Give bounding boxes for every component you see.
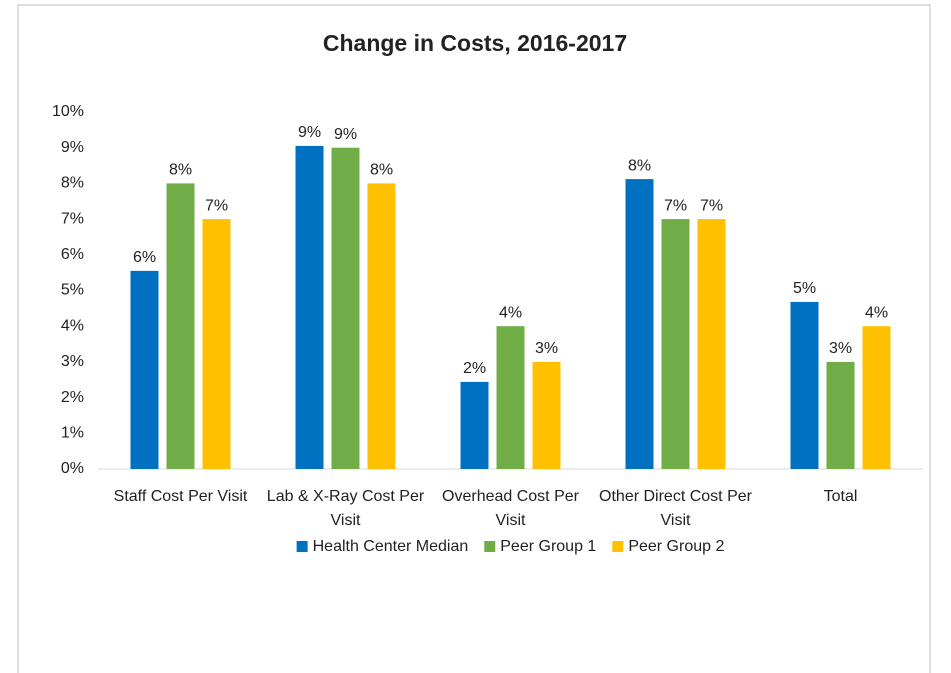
x-tick-label: Overhead Cost Per Visit [442, 488, 580, 529]
x-tick-label: Total [824, 488, 858, 505]
chart-title: Change in Costs, 2016-2017 [323, 30, 627, 56]
x-tick-label: Lab & X-Ray Cost Per Visit [267, 488, 425, 529]
value-label: 8% [370, 162, 393, 179]
legend-label: Peer Group 1 [500, 538, 596, 555]
y-tick-label: 1% [61, 425, 84, 442]
bar [661, 219, 690, 469]
value-label: 9% [334, 126, 357, 143]
bar [532, 361, 561, 469]
bar [367, 183, 396, 469]
y-tick-label: 5% [61, 282, 84, 299]
value-label: 3% [829, 340, 852, 357]
bar [166, 183, 195, 469]
bar [697, 219, 726, 469]
value-label: 5% [793, 280, 816, 297]
bar [331, 147, 360, 469]
y-tick-label: 3% [61, 353, 84, 370]
y-tick-label: 7% [61, 210, 84, 227]
value-label: 9% [298, 124, 321, 141]
y-tick-label: 2% [61, 389, 84, 406]
bar [625, 179, 654, 469]
value-label: 4% [499, 304, 522, 321]
y-tick-label: 10% [52, 103, 84, 120]
y-tick-label: 6% [61, 246, 84, 263]
legend-swatch [484, 541, 496, 552]
y-tick-label: 9% [61, 139, 84, 156]
value-label: 7% [205, 197, 228, 214]
value-label: 2% [463, 360, 486, 377]
x-tick-label: Other Direct Cost Per Visit [599, 488, 753, 529]
bar [496, 326, 525, 469]
y-tick-label: 8% [61, 175, 84, 192]
x-tick-label: Staff Cost Per Visit [114, 488, 248, 505]
value-label: 7% [664, 197, 687, 214]
legend-label: Health Center Median [313, 538, 469, 555]
bar [862, 326, 891, 469]
y-tick-label: 4% [61, 317, 84, 334]
value-label: 7% [700, 197, 723, 214]
bar [295, 145, 324, 470]
bar [460, 381, 489, 469]
value-label: 8% [628, 157, 651, 174]
bar [826, 361, 855, 469]
value-label: 6% [133, 249, 156, 266]
bar [202, 219, 231, 469]
legend-swatch [612, 541, 624, 552]
value-label: 3% [535, 340, 558, 357]
value-label: 8% [169, 162, 192, 179]
y-tick-label: 0% [61, 460, 84, 477]
bar [130, 270, 159, 469]
bar [790, 301, 819, 469]
legend-label: Peer Group 2 [628, 538, 724, 555]
value-label: 4% [865, 304, 888, 321]
legend-swatch [296, 541, 308, 552]
